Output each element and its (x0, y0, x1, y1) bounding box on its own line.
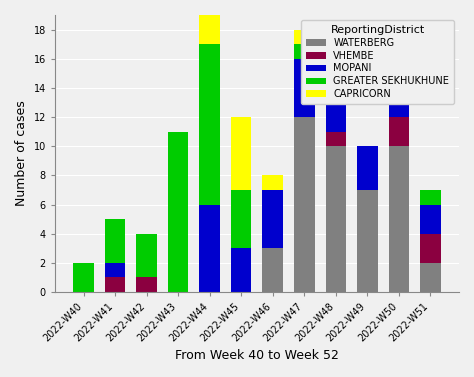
Bar (326, 29, 346, 44)
Bar (326, 132, 346, 146)
Bar (420, 204, 441, 234)
Bar (73, 263, 94, 292)
Bar (389, 29, 409, 59)
Y-axis label: Number of cases: Number of cases (15, 101, 28, 206)
Bar (137, 277, 157, 292)
Bar (389, 117, 409, 146)
Bar (420, 234, 441, 263)
Bar (200, 15, 220, 44)
Bar (294, 117, 315, 292)
Bar (294, 44, 315, 59)
Bar (326, 146, 346, 292)
Bar (357, 146, 378, 190)
Bar (263, 190, 283, 248)
X-axis label: From Week 40 to Week 52: From Week 40 to Week 52 (175, 349, 339, 362)
Bar (389, 59, 409, 117)
Bar (389, 146, 409, 292)
Bar (420, 190, 441, 204)
Bar (326, 44, 346, 73)
Legend: WATERBERG, VHEMBE, MOPANI, GREATER SEKHUKHUNE, CAPRICORN: WATERBERG, VHEMBE, MOPANI, GREATER SEKHU… (301, 20, 454, 104)
Bar (263, 175, 283, 190)
Bar (357, 190, 378, 292)
Bar (294, 29, 315, 44)
Bar (294, 59, 315, 117)
Bar (105, 219, 125, 263)
Bar (200, 204, 220, 292)
Bar (231, 248, 252, 292)
Bar (231, 190, 252, 248)
Bar (168, 132, 188, 292)
Bar (326, 73, 346, 132)
Bar (105, 277, 125, 292)
Bar (263, 248, 283, 292)
Bar (420, 263, 441, 292)
Bar (231, 117, 252, 190)
Bar (200, 44, 220, 204)
Bar (137, 234, 157, 277)
Bar (105, 263, 125, 277)
